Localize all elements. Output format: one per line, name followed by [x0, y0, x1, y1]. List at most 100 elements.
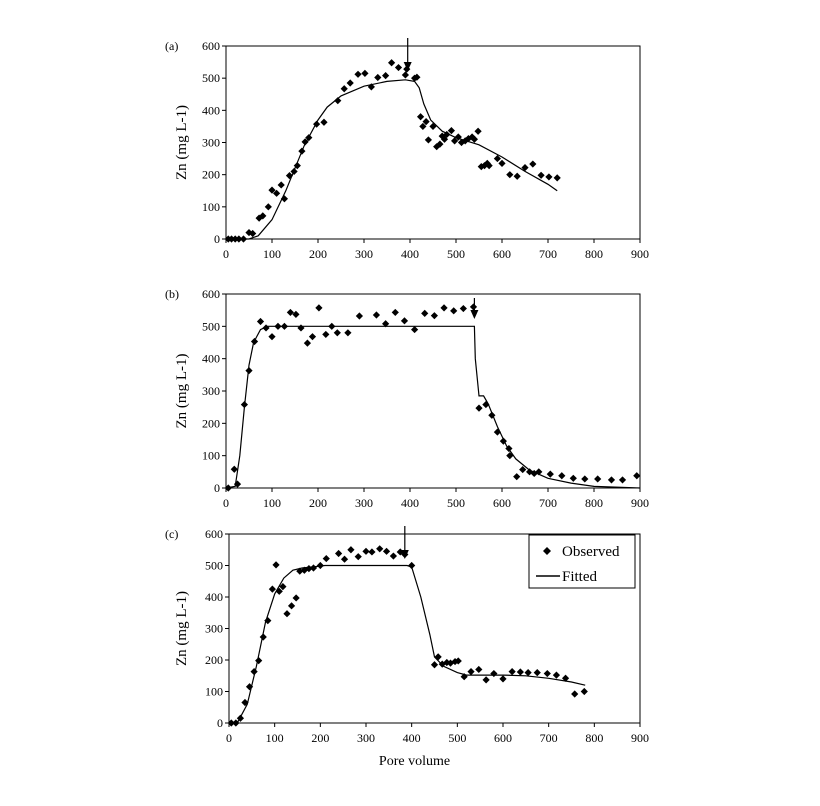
observed-point	[388, 59, 396, 67]
x-tick-label: 700	[539, 496, 557, 510]
observed-point	[434, 653, 442, 661]
legend-label-fitted: Fitted	[562, 569, 598, 585]
observed-point	[529, 160, 537, 168]
x-tick-label: 700	[539, 247, 557, 261]
observed-point	[279, 583, 287, 591]
fitted-line	[225, 325, 641, 489]
y-axis-label: Zn (mg L-1)	[174, 591, 190, 666]
y-tick-label: 200	[202, 168, 220, 182]
y-tick-label: 400	[205, 590, 223, 604]
observed-point	[451, 657, 459, 666]
observed-point	[411, 325, 419, 334]
observed-point	[372, 311, 381, 319]
panel-1: (a) 0 100 200 300 400 500 600 0 100 200 300 400 500 60…	[165, 38, 649, 261]
observed-point	[250, 668, 258, 676]
observed-point	[303, 339, 312, 347]
observed-point	[440, 304, 448, 312]
observed-point	[581, 475, 589, 483]
observed-point	[259, 212, 267, 220]
x-tick-label: 0	[223, 247, 229, 261]
y-tick-label: 200	[202, 416, 220, 430]
y-tick-label: 0	[214, 232, 220, 246]
observed-point	[594, 475, 602, 483]
observed-point	[347, 546, 355, 554]
x-tick-label: 0	[226, 731, 232, 745]
observed-point	[524, 669, 532, 677]
y-tick-label: 500	[205, 559, 223, 573]
observed-point	[480, 162, 489, 170]
observed-point	[287, 602, 296, 610]
observed-point	[498, 159, 506, 168]
observed-point	[537, 171, 545, 179]
observed-point	[268, 333, 276, 341]
observed-point	[249, 229, 257, 238]
observed-point	[521, 163, 529, 172]
observed-point	[499, 675, 507, 683]
observed-point	[533, 669, 541, 677]
x-tick-label: 200	[309, 247, 327, 261]
observed-point	[361, 69, 369, 77]
y-tick-label: 600	[202, 287, 220, 301]
observed-point	[485, 162, 493, 170]
x-tick-label: 100	[266, 731, 284, 745]
observed-point	[580, 687, 588, 696]
x-tick-label: 800	[585, 247, 603, 261]
y-tick-label: 100	[205, 685, 223, 699]
observed-point	[292, 594, 300, 602]
plot-frame	[225, 293, 641, 489]
observed-point	[419, 122, 427, 131]
x-tick-label: 800	[585, 731, 603, 745]
observed-point	[230, 465, 238, 473]
y-tick-label: 300	[202, 136, 220, 150]
legend-label-observed: Observed	[562, 544, 620, 560]
observed-point	[460, 673, 468, 681]
observed-point	[519, 465, 527, 474]
arrow-marker	[403, 38, 412, 71]
observed-point	[454, 133, 462, 141]
observed-point	[482, 676, 490, 684]
legend: Observed Fitted	[528, 534, 636, 589]
observed-point	[322, 330, 330, 339]
observed-point	[297, 324, 305, 332]
observed-point	[467, 668, 475, 676]
arrow-head-icon	[403, 62, 412, 71]
observed-point	[245, 367, 253, 375]
y-tick-label: 300	[205, 622, 223, 636]
plot-frame	[225, 45, 641, 240]
legend-observed-marker	[543, 547, 551, 555]
y-tick-label: 0	[214, 481, 220, 495]
x-tick-label: 0	[223, 496, 229, 510]
observed-point	[273, 189, 281, 197]
y-tick-label: 400	[202, 103, 220, 117]
observed-point	[513, 473, 521, 481]
panel-3: (c) 0 100 200 300 400 500 600 0 100 200 300 400 500 60…	[165, 526, 649, 769]
observed-point	[255, 214, 263, 222]
observed-point	[264, 203, 272, 211]
y-tick-label: 500	[202, 319, 220, 333]
x-tick-label: 600	[493, 496, 511, 510]
observed-point	[475, 404, 483, 412]
x-tick-label: 500	[448, 731, 466, 745]
observed-point	[436, 140, 444, 148]
y-axis-label: Zn (mg L-1)	[174, 354, 190, 429]
observed-point	[422, 117, 430, 126]
observed-point	[268, 186, 276, 194]
observed-point	[334, 97, 342, 105]
observed-point	[508, 668, 516, 676]
x-tick-label: 400	[401, 496, 419, 510]
panel-label: (b)	[165, 287, 179, 301]
observed-point	[368, 548, 376, 556]
observed-point	[493, 428, 501, 436]
y-tick-label: 200	[205, 653, 223, 667]
observed-point	[320, 118, 328, 126]
observed-point	[552, 671, 561, 679]
observed-point	[408, 561, 416, 570]
observed-point	[354, 553, 362, 561]
observed-point	[264, 617, 272, 625]
x-tick-label: 300	[355, 496, 373, 510]
observed-point	[545, 173, 553, 181]
observed-point	[457, 138, 466, 147]
observed-point	[430, 312, 438, 320]
x-tick-label: 600	[494, 731, 512, 745]
observed-point	[569, 474, 577, 482]
